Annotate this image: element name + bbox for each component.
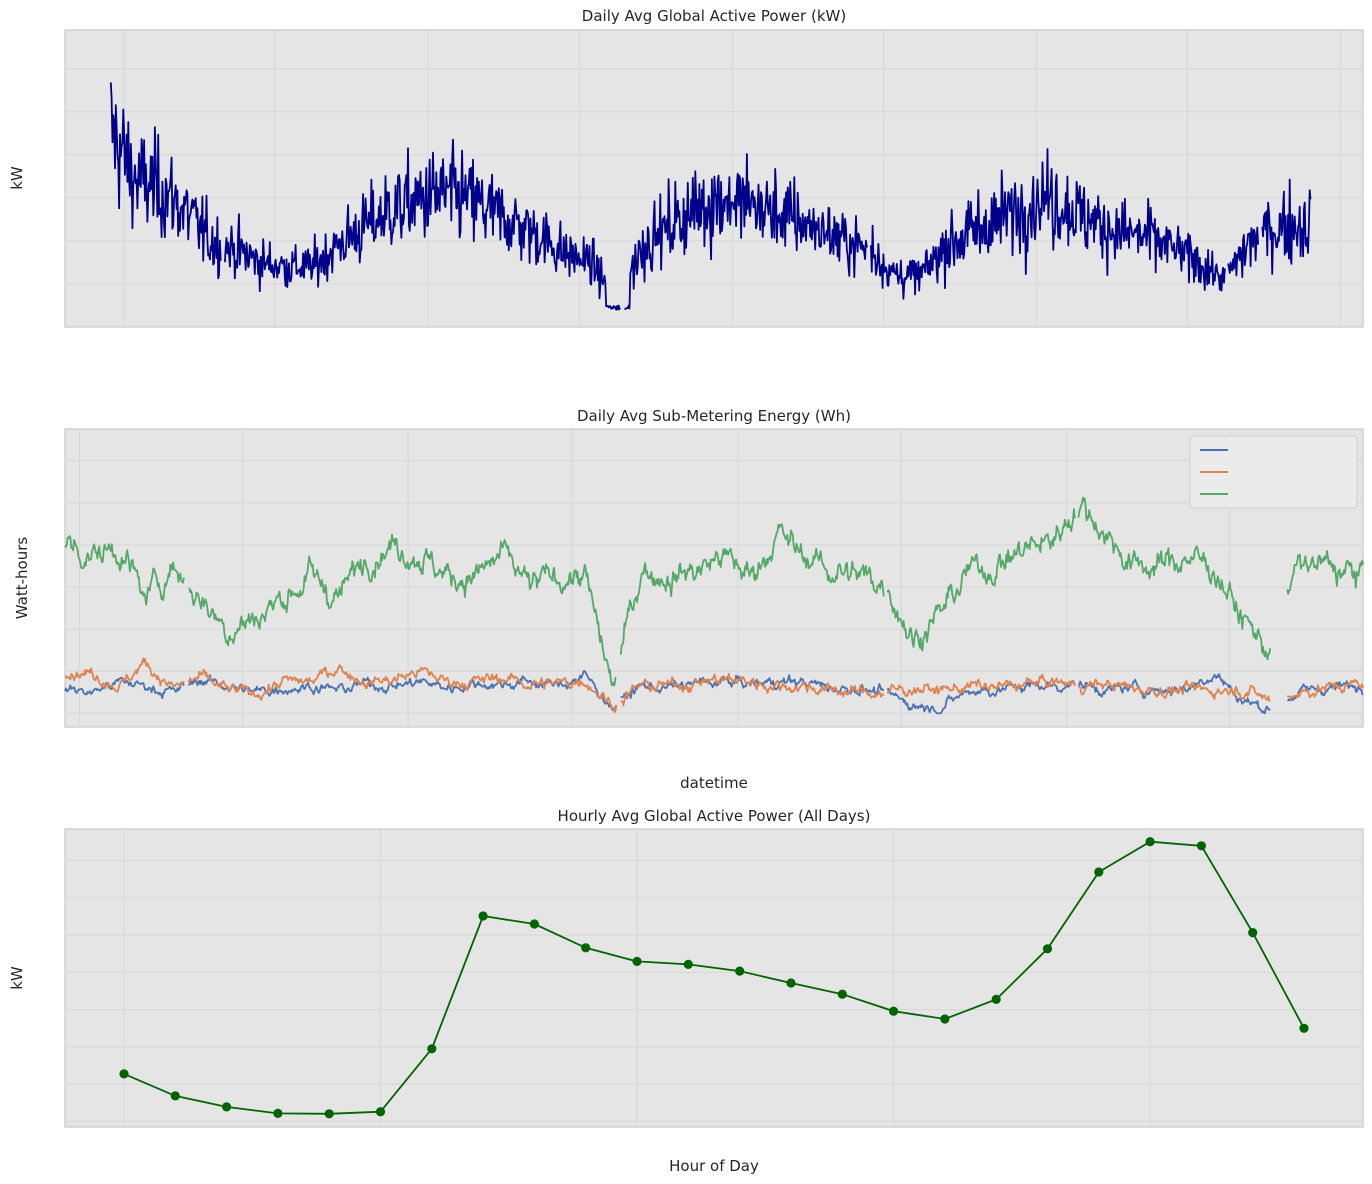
data-point [581,943,591,953]
data-point [478,911,488,921]
series-line-sub_metering_2 [64,657,1364,714]
data-point [837,989,847,999]
data-point [1042,944,1053,954]
data-point [170,1091,180,1101]
data-point [324,1109,334,1119]
data-point [273,1108,283,1118]
data-point [735,966,745,976]
legend [1189,435,1358,509]
series-line-sub_metering_3 [64,496,1364,687]
data-point [1145,837,1155,847]
data-point [1094,867,1104,877]
data-point [889,1006,899,1016]
daily-power-chart: Daily Avg Global Active Power (kW) kW [8,7,1364,328]
data-point [375,1107,386,1117]
data-point [683,959,693,970]
data-point [1196,841,1206,851]
data-point [1299,1023,1309,1033]
sub-metering-chart: Daily Avg Sub-Metering Energy (Wh) Watt-… [13,407,1364,792]
data-point [1248,928,1258,938]
data-point [991,994,1001,1005]
data-point [632,956,642,967]
data-point [529,919,540,929]
series-line [109,82,1312,311]
series-line [123,840,1305,1115]
chart-title: Hourly Avg Global Active Power (All Days… [558,807,871,825]
data-point [222,1102,232,1112]
x-axis-label: datetime [680,774,748,792]
y-axis-label: kW [8,966,26,990]
hourly-power-chart: Hourly Avg Global Active Power (All Days… [8,807,1364,1175]
data-point [119,1069,129,1079]
y-axis-label: Watt-hours [13,537,31,620]
y-axis-label: kW [8,166,26,190]
plot-area [64,828,1364,1128]
data-point [940,1014,950,1024]
legend-box [1189,435,1358,509]
chart-title: Daily Avg Sub-Metering Energy (Wh) [577,407,851,425]
x-axis-label: Hour of Day [669,1157,759,1175]
data-point [786,978,796,988]
chart-title: Daily Avg Global Active Power (kW) [582,7,846,25]
data-point [427,1044,437,1054]
